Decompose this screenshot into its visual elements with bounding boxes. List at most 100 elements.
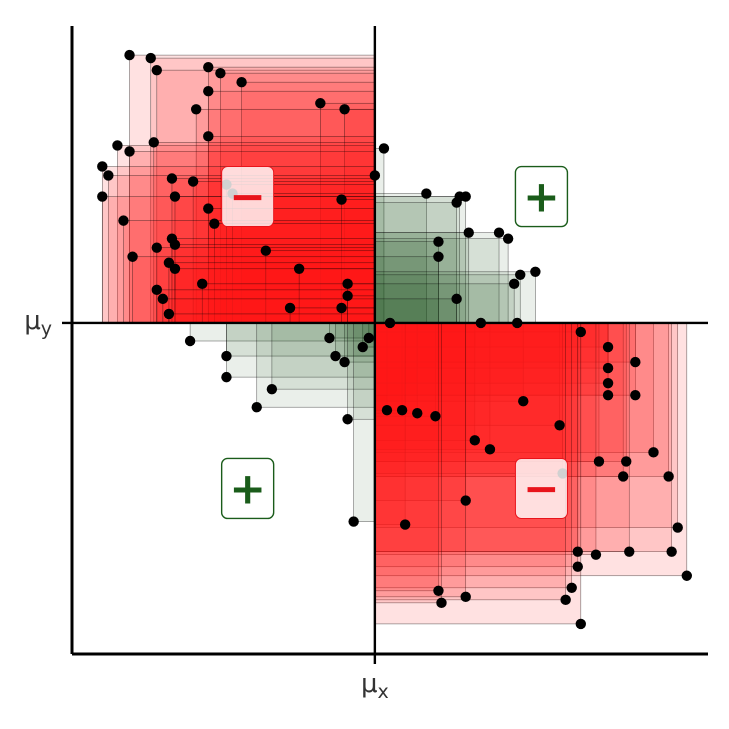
badge-box (514, 457, 568, 519)
data-point (433, 251, 444, 262)
deviation-rect (374, 232, 470, 324)
data-point (593, 456, 605, 467)
data-point (460, 191, 471, 202)
data-point (124, 49, 135, 61)
data-point (203, 61, 214, 73)
deviation-rect (374, 322, 476, 441)
deviation-rect (347, 283, 376, 324)
data-point (560, 594, 571, 606)
data-point (469, 435, 480, 446)
data-point (339, 104, 350, 115)
deviation-rect (374, 322, 491, 450)
plus-sign: + (523, 172, 560, 223)
data-point (554, 420, 565, 431)
badge-upper-left: − (221, 166, 275, 228)
deviation-rect (374, 322, 609, 348)
deviation-rect (226, 322, 376, 378)
data-point (203, 131, 214, 142)
data-point (163, 308, 175, 320)
data-point (502, 233, 514, 244)
data-point (293, 263, 305, 274)
tick-labels-layer: μx μy (24, 306, 389, 703)
data-point (124, 146, 135, 157)
data-point (602, 389, 614, 401)
deviation-rect (374, 322, 573, 589)
badge-box (514, 165, 569, 228)
deviation-rect (374, 322, 630, 552)
deviation-rect (374, 196, 467, 324)
data-point (203, 203, 214, 214)
data-point (666, 546, 677, 557)
data-point (590, 549, 602, 560)
deviation-rect (374, 256, 439, 324)
badge-box (221, 166, 275, 228)
data-point (460, 495, 471, 506)
data-point (112, 140, 123, 151)
deviation-rect (374, 322, 609, 396)
data-point (369, 170, 381, 181)
data-point (602, 362, 614, 374)
data-point (512, 317, 523, 329)
data-point (151, 242, 162, 253)
data-point (169, 239, 181, 250)
data-point (336, 302, 347, 314)
minus-sign: − (229, 172, 266, 223)
data-point (575, 326, 586, 338)
data-point (630, 389, 641, 401)
data-point (515, 269, 526, 280)
data-point (97, 161, 108, 172)
data-point (412, 408, 423, 419)
data-point (127, 251, 138, 262)
data-point (363, 332, 374, 344)
deviation-rect (374, 322, 439, 592)
mean-x-tick-label: μx (361, 669, 389, 703)
data-point (451, 197, 462, 208)
data-point (236, 76, 247, 88)
data-point (315, 98, 326, 109)
data-point (197, 278, 208, 290)
deviation-rect (341, 199, 376, 324)
deviation-rect (374, 322, 627, 462)
deviation-rect (374, 322, 600, 462)
deviation-rect (374, 193, 427, 324)
data-point (648, 447, 659, 458)
plus-sign: + (229, 463, 266, 514)
data-point (508, 278, 520, 290)
data-point (493, 227, 505, 238)
deviation-rect (226, 322, 376, 357)
data-point (190, 104, 202, 115)
deviation-rect (374, 322, 467, 598)
deviation-rect (271, 322, 376, 390)
data-point (357, 341, 368, 353)
deviation-rect (374, 322, 563, 474)
data-point (330, 350, 341, 362)
deviation-rect (374, 322, 624, 477)
data-point (575, 618, 586, 630)
data-point (342, 278, 353, 290)
deviation-rect (374, 322, 403, 411)
data-point (602, 377, 614, 389)
data-point (145, 52, 156, 64)
data-point (451, 293, 462, 305)
data-point (148, 137, 159, 148)
data-point (475, 317, 487, 329)
deviation-rect (374, 322, 406, 525)
deviation-rect (374, 322, 609, 369)
deviation-rect (374, 322, 636, 396)
data-point (378, 143, 390, 154)
minus-sign: − (523, 463, 560, 514)
data-point (266, 383, 278, 395)
data-point (260, 245, 272, 256)
badge-lower-left: + (220, 457, 275, 520)
data-point (484, 444, 496, 455)
data-point (630, 356, 641, 368)
badge-upper-right: + (514, 165, 569, 228)
data-point (184, 335, 196, 347)
data-point (381, 405, 393, 416)
data-point (157, 293, 169, 305)
badge-lower-right: − (514, 457, 568, 519)
data-point (151, 64, 162, 76)
data-point (602, 341, 614, 353)
deviation-rect (374, 283, 515, 324)
data-point (336, 194, 347, 205)
